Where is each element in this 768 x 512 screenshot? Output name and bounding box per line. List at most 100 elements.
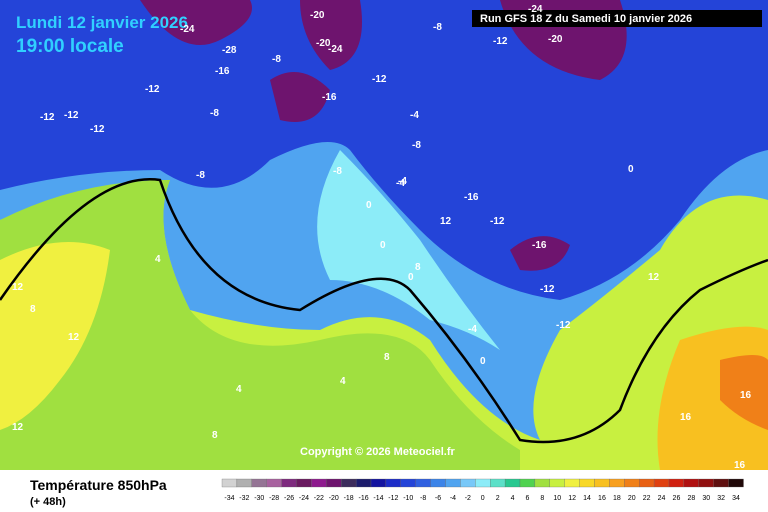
zero-isotherm <box>0 178 768 444</box>
contour-label: 16 <box>740 390 752 401</box>
scale-swatch <box>415 478 431 488</box>
contour-label: -4 <box>396 178 405 189</box>
contour-label: -12 <box>556 320 571 331</box>
scale-swatch <box>668 478 685 488</box>
contour-label: -20 <box>310 10 325 21</box>
contour-label: -4 <box>410 110 419 121</box>
scale-label: -14 <box>373 495 383 502</box>
scale-swatch <box>698 478 714 488</box>
contour-label: 12 <box>68 332 80 343</box>
contour-label: -8 <box>210 108 219 119</box>
contour-label: 8 <box>415 262 421 273</box>
scale-swatch <box>460 478 476 488</box>
scale-label: -28 <box>269 495 279 502</box>
scale-swatch <box>564 478 580 488</box>
scale-swatch <box>549 478 565 488</box>
contour-label: -8 <box>272 54 281 65</box>
scale-swatch <box>504 478 521 488</box>
scale-swatch <box>400 478 416 488</box>
scale-swatch <box>296 478 312 488</box>
contour-label: -20 <box>548 34 563 45</box>
scale-swatch <box>594 478 610 488</box>
contour-label: -12 <box>540 284 555 295</box>
contour-label: -8 <box>433 22 442 33</box>
contour-label: 0 <box>380 240 386 251</box>
contour-label: -20 <box>316 38 331 49</box>
contour-label: -12 <box>64 110 79 121</box>
scale-swatch <box>639 478 655 488</box>
contour-label: 12 <box>12 422 24 433</box>
scale-label: 0 <box>481 495 485 502</box>
contour-label: 8 <box>384 352 390 363</box>
contour-label: 4 <box>236 384 242 395</box>
scale-label: 22 <box>643 495 651 502</box>
scale-swatch <box>579 478 595 488</box>
scale-label: -12 <box>388 495 398 502</box>
scale-label: 2 <box>496 495 500 502</box>
warm-region <box>0 242 110 430</box>
date: Lundi 12 janvier 2026 <box>16 13 188 32</box>
scale-swatch <box>221 478 238 488</box>
contour-label: -12 <box>90 124 105 135</box>
contour-label: 0 <box>366 200 372 211</box>
scale-label: -22 <box>314 495 324 502</box>
scale-swatch <box>475 478 491 488</box>
scale-label: -18 <box>344 495 354 502</box>
scale-swatch <box>326 478 342 488</box>
scale-swatch <box>385 478 401 488</box>
contour-label: -4 <box>468 324 477 335</box>
hot-region <box>720 355 768 430</box>
scale-label: -10 <box>403 495 413 502</box>
contour-label: -24 <box>328 44 343 55</box>
scale-label: 16 <box>598 495 606 502</box>
contour-label: -28 <box>222 45 237 56</box>
contour-label: -12 <box>493 36 508 47</box>
contour-label: 16 <box>680 412 692 423</box>
contour-label: -24 <box>180 24 195 35</box>
contour-label: -12 <box>40 112 55 123</box>
contour-label: -4 <box>398 176 407 187</box>
contour-label: -12 <box>145 84 160 95</box>
scale-swatch <box>355 478 372 488</box>
scale-label: 24 <box>658 495 666 502</box>
scale-label: 10 <box>553 495 561 502</box>
scale-swatch <box>728 478 744 488</box>
contour-label: 4 <box>155 254 161 265</box>
scale-label: 28 <box>687 495 695 502</box>
contour-label: -24 <box>528 4 543 15</box>
contour-label: 12 <box>440 216 452 227</box>
footer-title: Température 850hPa <box>30 477 167 493</box>
scale-label: 4 <box>511 495 515 502</box>
scale-label: -32 <box>239 495 249 502</box>
contour-label: -16 <box>215 66 230 77</box>
scale-label: -2 <box>465 495 471 502</box>
contour-label: 8 <box>30 304 36 315</box>
scale-label: -4 <box>450 495 456 502</box>
run-box <box>472 10 762 27</box>
scale-swatch <box>445 478 461 488</box>
color-scale: -34 -32 -30 -28 -26 -24 -22 -2 0 -18 -16 -14 -12 -10 -… <box>221 478 744 502</box>
scale-swatch <box>236 478 252 488</box>
scale-label: -26 <box>284 495 294 502</box>
contour-label: -8 <box>196 170 205 181</box>
contour-label: 0 <box>628 164 634 175</box>
scale-label: -16 <box>358 495 368 502</box>
scale-swatch <box>251 478 267 488</box>
contour-labels: -24-20-28-16-20-24-12-8-12-12-8-16-12-8-… <box>12 4 752 471</box>
footer-lead: (+ 48h) <box>30 496 66 508</box>
scale-swatch <box>266 478 282 488</box>
contour-label: 0 <box>408 272 414 283</box>
mild-region <box>0 180 520 470</box>
scale-label: -30 <box>254 495 264 502</box>
scale-label: -34 <box>224 495 234 502</box>
scale-label: 6 <box>525 495 529 502</box>
scale-label: -24 <box>299 495 309 502</box>
scale-label: 12 <box>568 495 576 502</box>
contour-label: 16 <box>734 460 746 471</box>
contour-label: -16 <box>464 192 479 203</box>
coldest-region <box>140 0 627 271</box>
scale-label: -6 <box>435 495 441 502</box>
scale-swatch <box>653 478 670 488</box>
